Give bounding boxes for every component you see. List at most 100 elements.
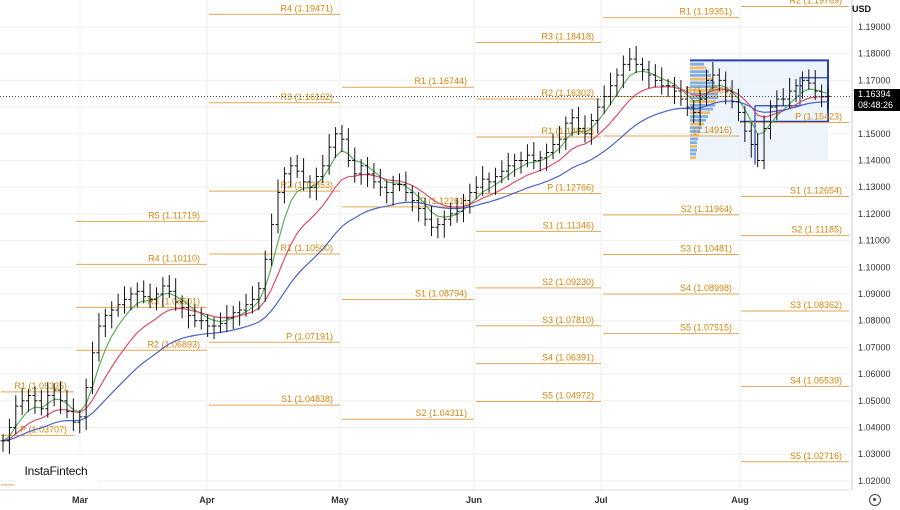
profile-bar <box>690 126 702 130</box>
currency-label[interactable]: USD <box>852 4 872 14</box>
pivot-label: S2 (1.04311) <box>416 408 467 418</box>
profile-bar <box>690 100 716 103</box>
pivot-label: R3 (1.08501) <box>147 296 200 306</box>
last-price-tag: 1.16394 08:48:26 <box>854 89 900 111</box>
watermark-logo: InstaFintech <box>14 455 98 487</box>
pivot-label: R1 (1.05335) <box>14 381 67 391</box>
pivot-label: R2 (1.12853) <box>280 180 333 190</box>
y-tick-label: 1.09000 <box>858 289 891 299</box>
gear-icon[interactable] <box>869 494 881 506</box>
profile-bar <box>690 70 709 74</box>
x-tick-label: Apr <box>199 495 215 505</box>
profile-bar <box>690 130 700 133</box>
profile-bar <box>690 122 704 126</box>
x-axis: Mar Apr May Jun Jul Aug <box>0 489 850 505</box>
pivot-label: R2 (1.19769) <box>789 0 842 5</box>
pivot-label: S2 (1.11185) <box>791 225 842 235</box>
profile-bar <box>690 152 696 156</box>
pivot-label: S1 (1.08794) <box>415 289 467 299</box>
x-tick-label: Jul <box>594 495 607 505</box>
y-tick-label: 1.17000 <box>858 75 891 85</box>
y-tick-label: 1.06000 <box>858 369 891 379</box>
last-price: 1.16394 <box>858 89 891 99</box>
pivot-label: R4 (1.10110) <box>148 253 200 263</box>
pivot-label: R1 (1.14882) <box>541 126 594 136</box>
pivot-label: R1 (1.19351) <box>679 7 732 17</box>
profile-bar <box>690 118 706 122</box>
countdown: 08:48:26 <box>858 100 894 110</box>
y-tick-label: 1.13000 <box>858 182 891 192</box>
pivot-label: R5 (1.11719) <box>148 210 200 220</box>
pivot-label: S1 (1.11346) <box>543 220 594 230</box>
ma-line <box>2 100 829 442</box>
pivot-label: S1 (1.04838) <box>281 394 333 404</box>
profile-bar <box>690 85 717 89</box>
profile-bar <box>690 115 708 118</box>
pivot-label: S5 (1.04972) <box>542 391 594 401</box>
profile-bar <box>690 62 704 66</box>
y-tick-label: 1.03000 <box>858 449 891 459</box>
pivot-label: S4 (1.08998) <box>680 283 732 293</box>
y-tick-label: 1.04000 <box>858 423 891 433</box>
profile-bar <box>690 133 699 137</box>
pivot-label: S3 (1.07810) <box>542 315 594 325</box>
profile-bar <box>690 107 713 111</box>
profile-bar <box>690 88 718 92</box>
pivot-label: S2 (1.09230) <box>542 277 594 287</box>
pivot-label: R2 (1.06893) <box>147 339 200 349</box>
pivot-label: P (1.15423) <box>795 112 842 122</box>
ma-line <box>2 70 829 442</box>
y-tick-label: 1.02000 <box>858 476 891 486</box>
pivot-label: R4 (1.19471) <box>280 3 333 13</box>
profile-bar <box>690 103 715 107</box>
profile-bar <box>690 145 697 148</box>
y-tick-label: 1.11000 <box>858 236 890 246</box>
profile-bar <box>690 96 718 100</box>
x-tick-label: May <box>331 495 349 505</box>
y-tick-label: 1.10000 <box>858 262 891 272</box>
pivot-label: P (1.07191) <box>286 331 333 341</box>
ohlc-bars <box>0 45 831 454</box>
profile-bar <box>690 77 713 81</box>
profile-bar <box>690 156 696 160</box>
y-tick-label: 1.07000 <box>858 342 891 352</box>
profile-bar <box>690 66 706 70</box>
moving-averages <box>0 70 852 442</box>
y-tick-label: 1.19000 <box>858 22 891 32</box>
pivot-label: S1 (1.12654) <box>790 185 842 195</box>
pivot-label: P (1.12261) <box>420 196 467 206</box>
y-tick-label: 1.08000 <box>858 316 891 326</box>
pivot-label: R1 (1.16744) <box>414 76 467 86</box>
pivot-label: S4 (1.06391) <box>542 353 594 363</box>
pivot-label: P (1.12766) <box>547 182 594 192</box>
pivot-label: R2 (1.16302) <box>541 88 594 98</box>
profile-bar <box>690 137 698 141</box>
y-tick-label: 1.15000 <box>858 129 891 139</box>
ma-line <box>2 86 829 442</box>
pivot-label: P (1.16399) <box>685 85 732 95</box>
pivot-label: S5 (1.02716) <box>790 451 842 461</box>
vertical-grid <box>79 0 741 490</box>
pivot-label: R1 (1.10500) <box>280 243 333 253</box>
profile-bar <box>690 73 711 77</box>
y-tick-label: 1.05000 <box>858 396 891 406</box>
pivot-label: S2 (1.11964) <box>681 204 732 214</box>
pivot-label: S5 (1.07515) <box>680 323 732 333</box>
pivot-label: S3 (1.10481) <box>680 243 732 253</box>
pivot-label: S3 (1.08362) <box>790 300 842 310</box>
pivot-label: S4 (1.05539) <box>790 375 842 385</box>
pivot-label: (1.14916) <box>693 125 732 135</box>
x-tick-label: Jun <box>466 495 482 505</box>
y-axis: 1.190001.180001.170001.160001.150001.140… <box>851 0 891 490</box>
profile-bar <box>690 81 715 85</box>
pivot-label: R3 (1.18418) <box>541 32 594 42</box>
y-tick-label: 1.14000 <box>858 156 891 166</box>
x-tick-label: Mar <box>72 495 89 505</box>
pivot-label: P (1.03707) <box>20 424 67 434</box>
x-tick-label: Aug <box>731 495 749 505</box>
y-tick-label: 1.12000 <box>858 209 891 219</box>
profile-bar <box>690 141 697 145</box>
y-tick-label: 1.18000 <box>858 49 891 59</box>
profile-bar <box>690 148 697 152</box>
